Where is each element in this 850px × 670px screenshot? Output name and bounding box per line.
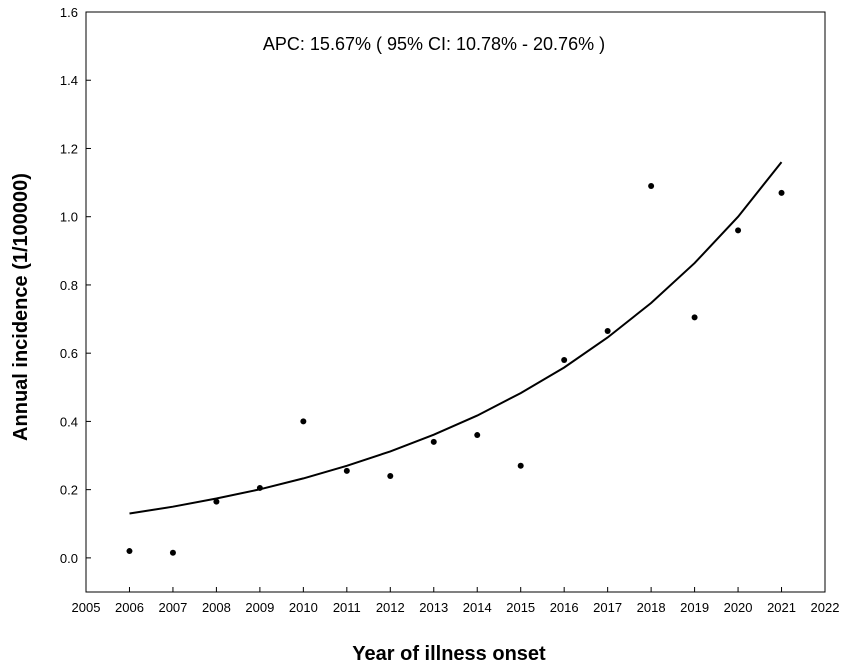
data-point — [778, 189, 785, 196]
x-axis-title: Year of illness onset — [352, 643, 546, 665]
y-tick-label: 0.2 — [60, 483, 78, 498]
x-tick-label: 2018 — [637, 600, 666, 615]
data-point — [604, 328, 611, 334]
apc-annotation: APC: 15.67% ( 95% CI: 10.78% - 20.76% ) — [263, 34, 605, 54]
x-tick-label: 2017 — [593, 600, 622, 615]
x-tick-label: 2007 — [158, 600, 187, 615]
x-tick-label: 2013 — [419, 600, 448, 615]
y-tick-label: 1.6 — [60, 5, 78, 20]
y-tick-label: 1.0 — [60, 210, 78, 225]
data-point — [735, 227, 742, 234]
data-point — [430, 438, 437, 445]
y-tick-label: 0.6 — [60, 346, 78, 361]
data-point — [169, 549, 176, 556]
x-tick-label: 2009 — [245, 600, 274, 615]
x-tick-label: 2021 — [767, 600, 796, 615]
data-point — [648, 183, 655, 189]
x-tick-label: 2005 — [72, 600, 101, 615]
x-tick-label: 2019 — [680, 600, 709, 615]
x-tick-label: 2022 — [811, 600, 840, 615]
x-tick-label: 2016 — [550, 600, 579, 615]
y-tick-label: 0.0 — [60, 551, 78, 566]
data-point — [126, 548, 133, 555]
plot-frame — [85, 11, 826, 593]
x-tick-label: 2015 — [506, 600, 535, 615]
data-point — [213, 498, 220, 505]
data-point — [561, 357, 568, 363]
data-point — [691, 314, 698, 321]
x-tick-label: 2010 — [289, 600, 318, 615]
y-tick-label: 0.8 — [60, 278, 78, 293]
x-tick-label: 2012 — [376, 600, 405, 615]
y-tick-label: 1.2 — [60, 141, 78, 156]
x-tick-label: 2014 — [463, 600, 492, 615]
y-tick-label: 1.4 — [60, 73, 78, 88]
data-points — [126, 183, 785, 556]
x-tick-label: 2020 — [724, 600, 753, 615]
data-point — [300, 418, 307, 425]
x-tick-label: 2006 — [115, 600, 144, 615]
data-point — [387, 473, 394, 479]
x-axis-ticks: 2005 2006 2007 2008 2009 2010 2011 2012 2013 2014… — [72, 587, 840, 615]
data-point — [343, 467, 350, 474]
y-tick-label: 0.4 — [60, 414, 78, 429]
x-tick-label: 2011 — [333, 600, 361, 615]
data-point — [517, 462, 524, 469]
data-point — [256, 484, 263, 491]
x-tick-label: 2008 — [202, 600, 231, 615]
y-axis-ticks: 0.0 0.2 0.4 0.6 0.8 1.0 1.2 1.4 1.6 — [60, 5, 91, 566]
y-axis-title: Annual incidence (1/100000) — [10, 173, 32, 441]
data-point — [474, 432, 481, 439]
fitted-trend-curve — [129, 161, 783, 515]
